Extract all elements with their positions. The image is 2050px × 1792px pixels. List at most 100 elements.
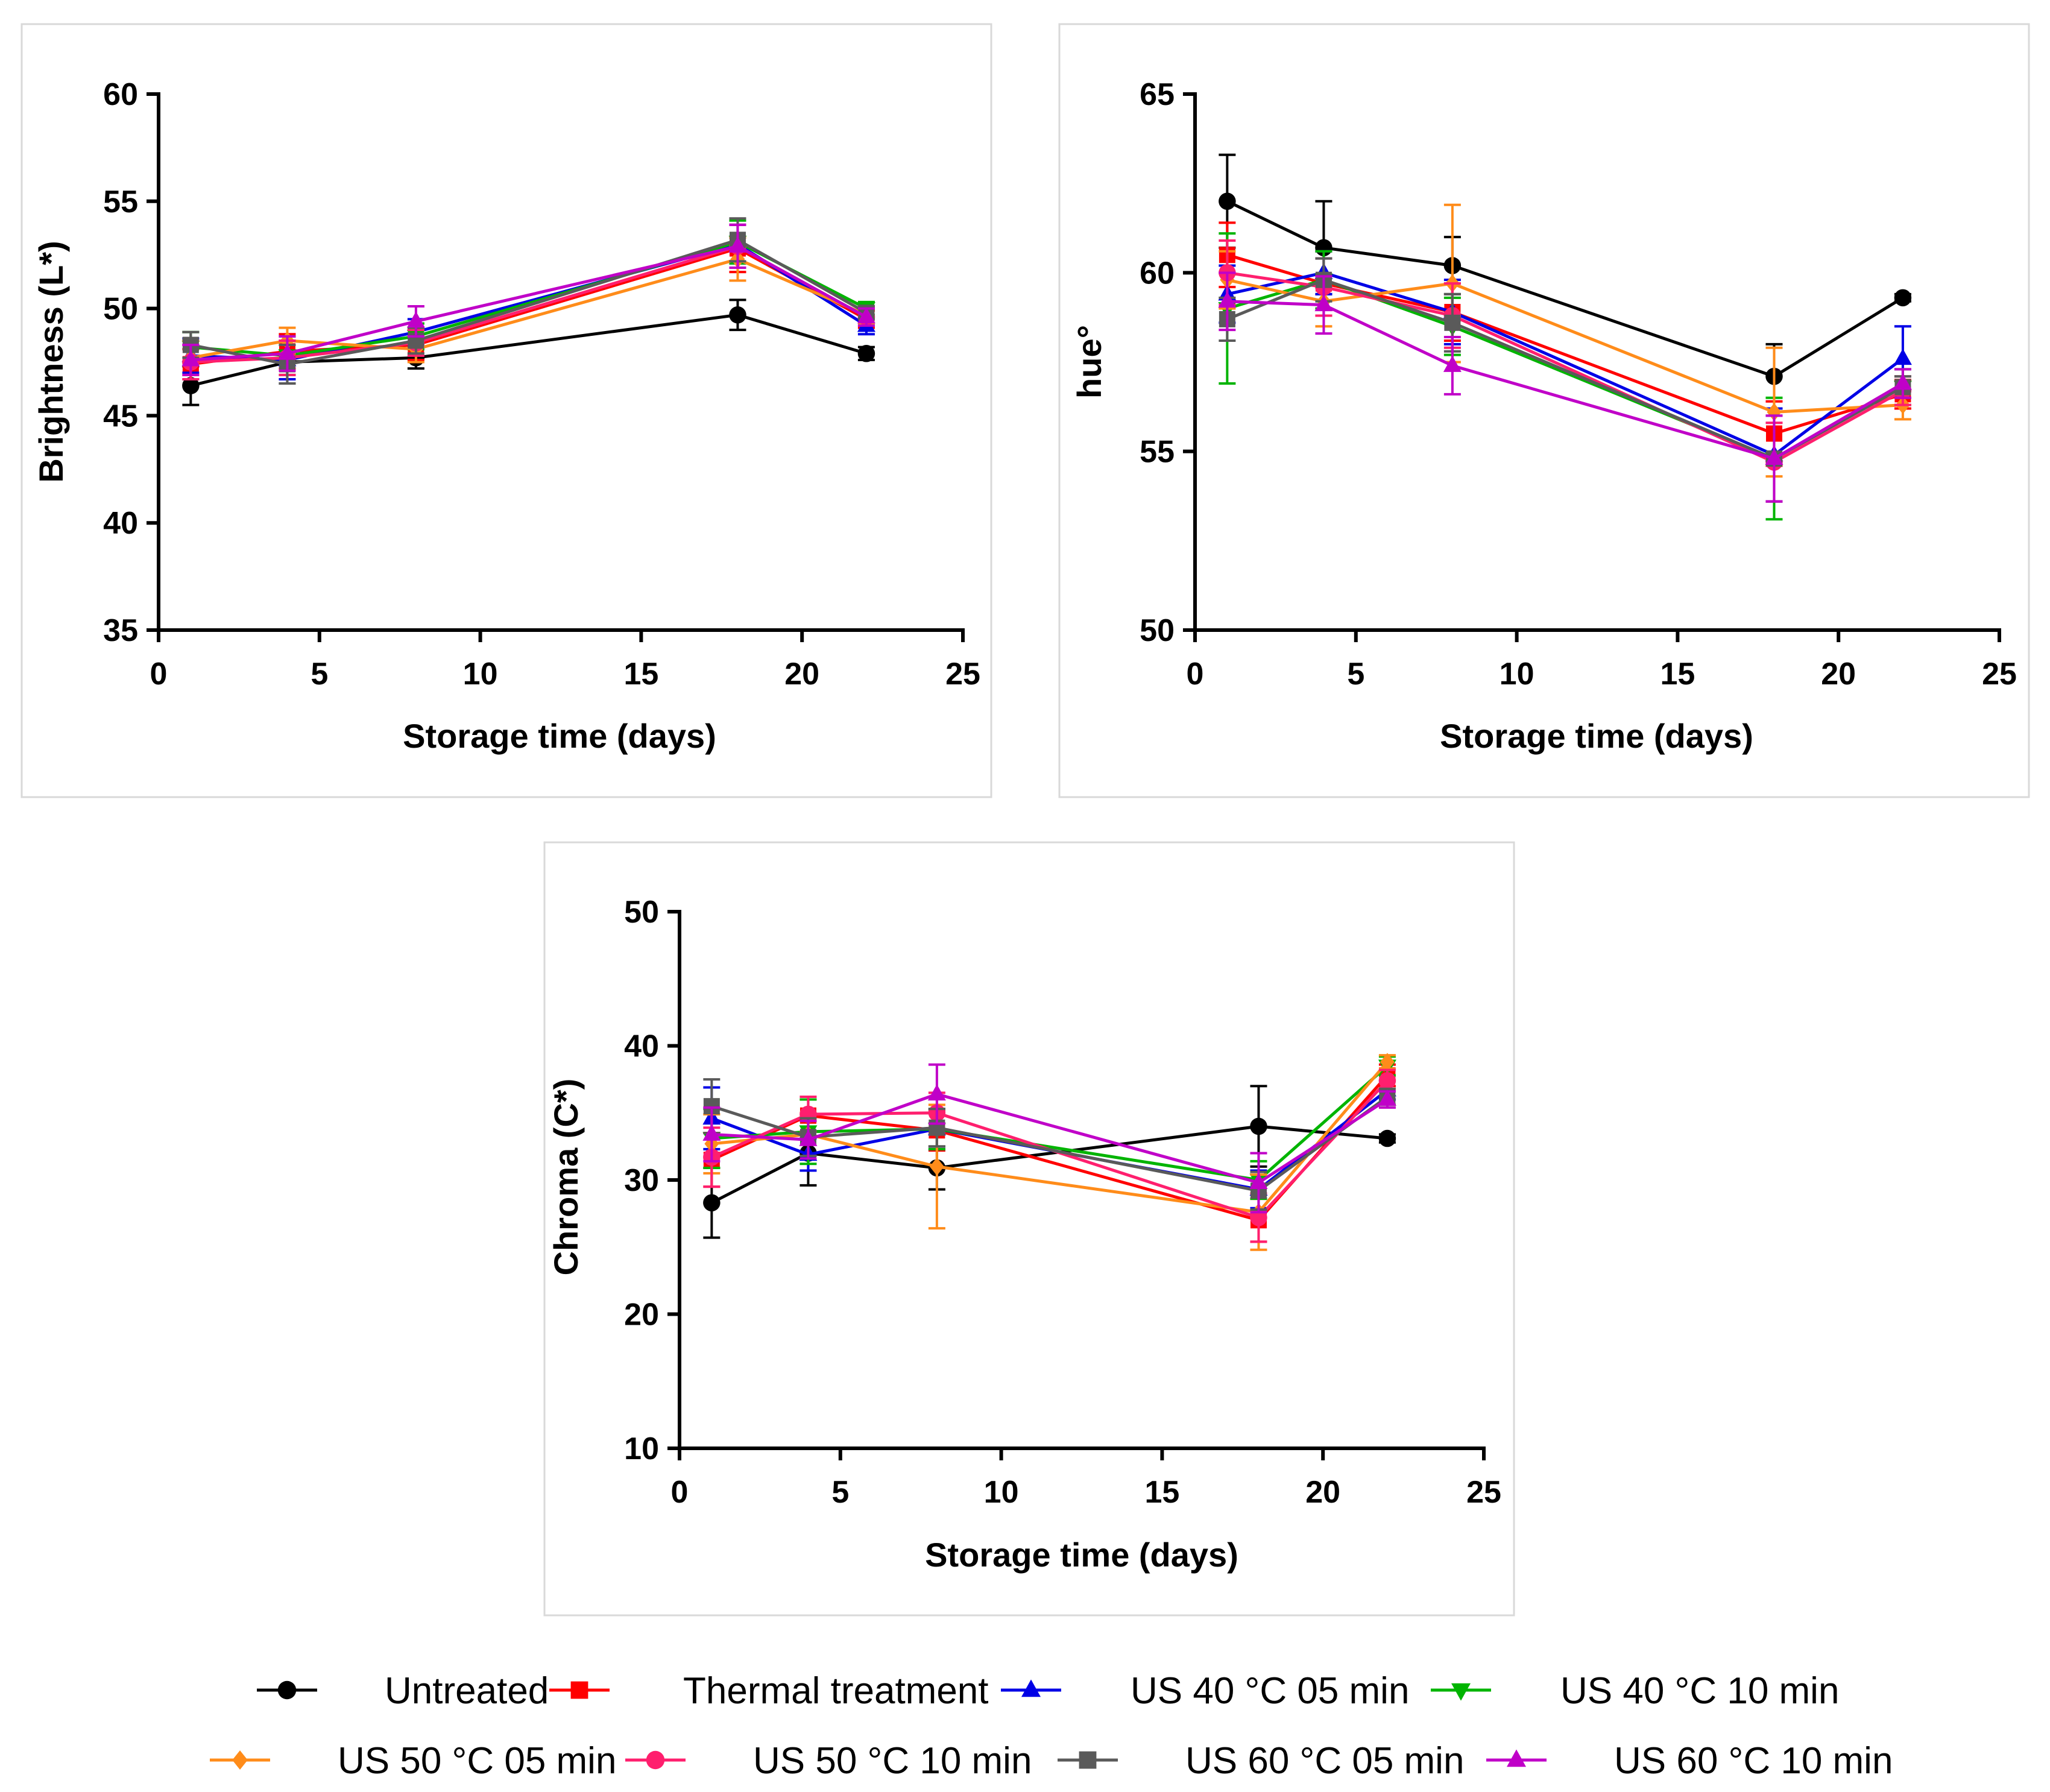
x-tick-label: 25: [1466, 1475, 1501, 1510]
data-point: [1380, 1053, 1395, 1071]
x-tick-label: 5: [1347, 657, 1364, 692]
legend-label: US 50 °C 05 min: [338, 1740, 616, 1782]
x-tick-label: 25: [945, 657, 980, 692]
y-tick-label: 50: [1140, 613, 1175, 648]
legend-item-us-60-c-10-min: US 60 °C 10 min: [1486, 1740, 1893, 1782]
data-point: [728, 236, 747, 253]
hue-series: [1218, 153, 1912, 521]
data-point: [1378, 1072, 1396, 1090]
x-tick-label: 15: [1660, 657, 1695, 692]
brightness-series: [181, 217, 875, 406]
data-point: [799, 1129, 818, 1146]
legend-marker: [232, 1750, 248, 1770]
x-tick-label: 20: [1305, 1475, 1340, 1510]
legend-item-thermal-treatment: Thermal treatment: [549, 1670, 989, 1712]
panel-hue-frame: [1058, 23, 2030, 798]
legend-item-us-40-c-10-min: US 40 °C 10 min: [1431, 1670, 1839, 1712]
data-point: [857, 307, 875, 324]
legend-label: US 40 °C 05 min: [1131, 1670, 1409, 1712]
data-point: [703, 1194, 721, 1212]
data-point: [1314, 295, 1333, 312]
legend: Untreated Thermal treatment US 40 °C 05 mi…: [210, 1670, 1893, 1782]
legend-label: US 50 °C 10 min: [753, 1740, 1032, 1782]
hue-x-axis-title: Storage time (days): [1440, 717, 1753, 755]
brightness-axes: 35 40 45 50 55 60 0 5 10 15 20 25: [103, 77, 980, 692]
panel-chroma-frame: [543, 841, 1515, 1617]
legend-label: US 60 °C 10 min: [1614, 1740, 1893, 1782]
legend-marker: [1507, 1749, 1526, 1767]
brightness-y-axis-title: Brightness (L*): [32, 241, 70, 482]
data-point: [1218, 291, 1237, 308]
y-tick-label: 60: [1140, 256, 1175, 291]
x-tick-label: 20: [1821, 657, 1856, 692]
legend-label: US 40 °C 10 min: [1560, 1670, 1839, 1712]
brightness-chart: 35 40 45 50 55 60 0 5 10 15 20 25 Storage time (day…: [32, 77, 980, 755]
y-tick-label: 40: [624, 1029, 659, 1064]
x-tick-label: 10: [984, 1475, 1019, 1510]
panel-brightness-frame: [20, 23, 992, 798]
y-tick-label: 10: [624, 1431, 659, 1466]
x-tick-label: 15: [1144, 1475, 1179, 1510]
data-point: [181, 350, 200, 367]
data-point: [929, 1157, 944, 1176]
x-tick-label: 15: [623, 657, 658, 692]
data-point: [1893, 349, 1912, 365]
legend-marker: [570, 1681, 588, 1699]
data-point: [278, 343, 297, 360]
legend-item-us-50-c-10-min: US 50 °C 10 min: [625, 1740, 1032, 1782]
data-point: [1893, 373, 1912, 390]
y-tick-label: 55: [1140, 435, 1175, 470]
legend-label: US 60 °C 05 min: [1185, 1740, 1464, 1782]
x-tick-label: 0: [671, 1475, 689, 1510]
chroma-series: [702, 1053, 1396, 1251]
y-tick-label: 35: [103, 613, 138, 648]
chroma-y-axis-title: Chroma (C*): [547, 1079, 585, 1276]
legend-item-us-50-c-05-min: US 50 °C 05 min: [210, 1740, 616, 1782]
data-point: [927, 1084, 946, 1101]
legend-item-untreated: Untreated: [257, 1670, 549, 1712]
legend-marker: [1451, 1683, 1471, 1701]
legend-marker: [1079, 1751, 1097, 1769]
series-us-60-c-10-min: [181, 223, 875, 376]
x-tick-label: 5: [311, 657, 328, 692]
x-tick-label: 10: [1500, 657, 1534, 692]
data-point: [1443, 355, 1462, 372]
legend-label: Untreated: [385, 1670, 549, 1712]
x-tick-label: 0: [1187, 657, 1204, 692]
y-tick-label: 40: [103, 506, 138, 541]
data-point: [857, 345, 875, 362]
x-tick-label: 20: [784, 657, 819, 692]
hue-y-axis-title: hue°: [1070, 325, 1108, 399]
chroma-chart: 10 20 30 40 50 0 5 10 15 20 25 Storage time (days)…: [547, 895, 1501, 1574]
legend-marker: [646, 1750, 665, 1770]
y-tick-label: 30: [624, 1163, 659, 1198]
data-point: [1378, 1129, 1396, 1147]
legend-marker: [1021, 1679, 1041, 1697]
x-tick-label: 10: [463, 657, 498, 692]
y-tick-label: 50: [103, 292, 138, 327]
data-point: [1250, 1117, 1267, 1135]
data-point: [702, 1124, 721, 1141]
chroma-axes: 10 20 30 40 50 0 5 10 15 20 25: [624, 895, 1501, 1510]
y-tick-label: 65: [1140, 77, 1175, 112]
y-tick-label: 60: [103, 77, 138, 112]
data-point: [729, 306, 746, 324]
y-tick-label: 45: [103, 399, 138, 434]
x-tick-label: 5: [831, 1475, 849, 1510]
y-tick-label: 20: [624, 1298, 659, 1333]
hue-axes: 50 55 60 65 0 5 10 15 20 25: [1140, 77, 2017, 692]
legend-label: Thermal treatment: [683, 1670, 989, 1712]
data-point: [1765, 449, 1784, 465]
legend-item-us-40-c-05-min: US 40 °C 05 min: [1001, 1670, 1409, 1712]
data-point: [1444, 314, 1461, 331]
data-point: [406, 311, 425, 328]
data-point: [182, 377, 200, 394]
series-us-60-c-10-min: [702, 1063, 1396, 1214]
y-tick-label: 50: [624, 895, 659, 930]
data-point: [1894, 289, 1912, 307]
hue-chart: 50 55 60 65 0 5 10 15 20 25 Storage time (days) h…: [1070, 77, 2017, 755]
data-point: [1249, 1172, 1268, 1189]
legend-marker: [277, 1680, 297, 1700]
x-tick-label: 25: [1982, 657, 2017, 692]
data-point: [1378, 1090, 1396, 1106]
